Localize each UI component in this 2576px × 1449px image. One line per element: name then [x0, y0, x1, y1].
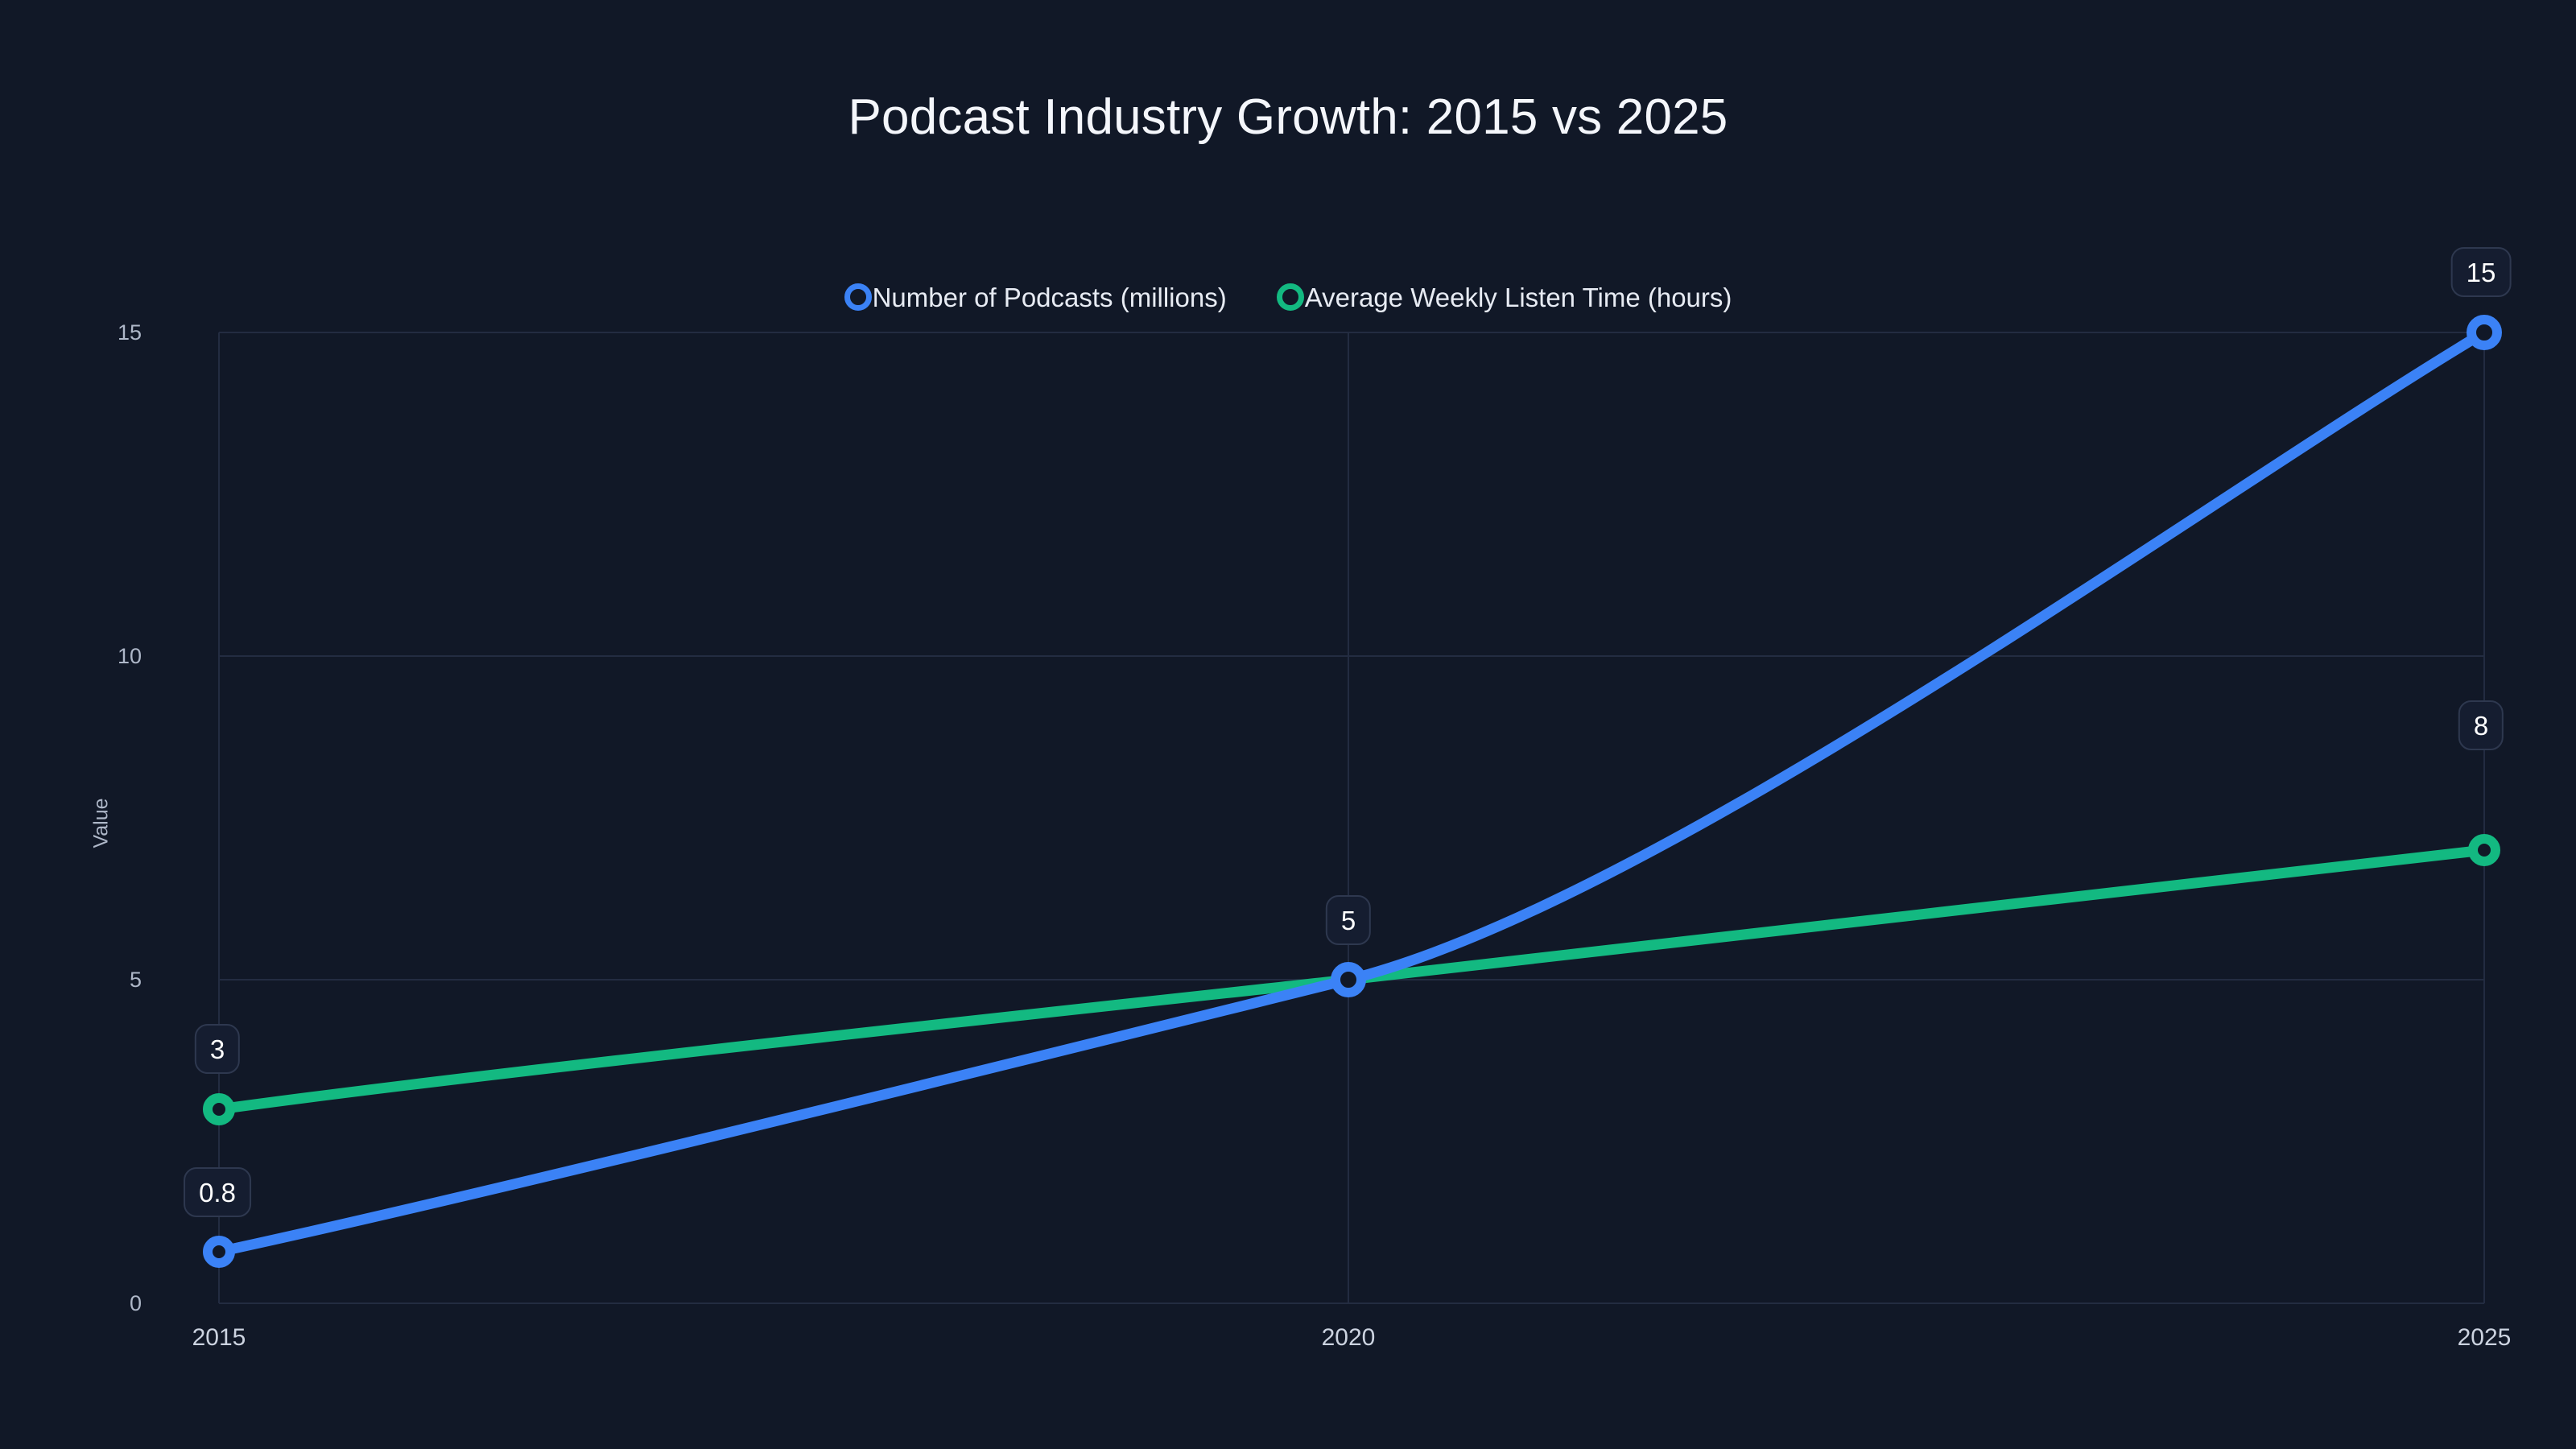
legend-item-podcasts[interactable]: Number of Podcasts (millions)	[844, 283, 1227, 311]
legend-label-listen-time: Average Weekly Listen Time (hours)	[1304, 282, 1732, 312]
legend-item-listen-time[interactable]: Average Weekly Listen Time (hours)	[1276, 282, 1732, 312]
y-tick-0: 0	[129, 1291, 142, 1315]
data-point-listen-time-2015[interactable]	[203, 1093, 235, 1125]
y-tick-10: 10	[117, 644, 142, 668]
data-label-podcasts-2015: 0.8	[184, 1167, 251, 1217]
data-point-podcasts-2025[interactable]	[2467, 315, 2502, 350]
legend-marker-blue-icon	[844, 283, 872, 311]
data-label-listen-time-2025: 8	[2458, 700, 2504, 750]
x-tick-2015: 2015	[192, 1324, 246, 1351]
series-line-podcasts	[213, 327, 2490, 1257]
chart-legend: Number of Podcasts (millions) Average We…	[0, 283, 2576, 311]
data-point-listen-time-2025[interactable]	[2468, 834, 2500, 866]
x-tick-2020: 2020	[1321, 1324, 1376, 1351]
legend-label-podcasts: Number of Podcasts (millions)	[872, 282, 1227, 312]
data-label-podcasts-2025: 15	[2450, 247, 2512, 297]
data-label-listen-time-2015: 3	[194, 1024, 241, 1074]
y-axis-title: Value	[89, 798, 113, 848]
x-tick-2025: 2025	[2457, 1324, 2512, 1351]
data-point-podcasts-2015[interactable]	[203, 1236, 235, 1268]
y-tick-5: 5	[129, 968, 142, 992]
data-label-podcasts-2020: 5	[1325, 895, 1372, 945]
data-point-podcasts-2020[interactable]	[1331, 962, 1366, 997]
chart-title: Podcast Industry Growth: 2015 vs 2025	[848, 89, 1728, 145]
legend-marker-green-icon	[1276, 283, 1304, 311]
y-tick-15: 15	[117, 320, 142, 345]
